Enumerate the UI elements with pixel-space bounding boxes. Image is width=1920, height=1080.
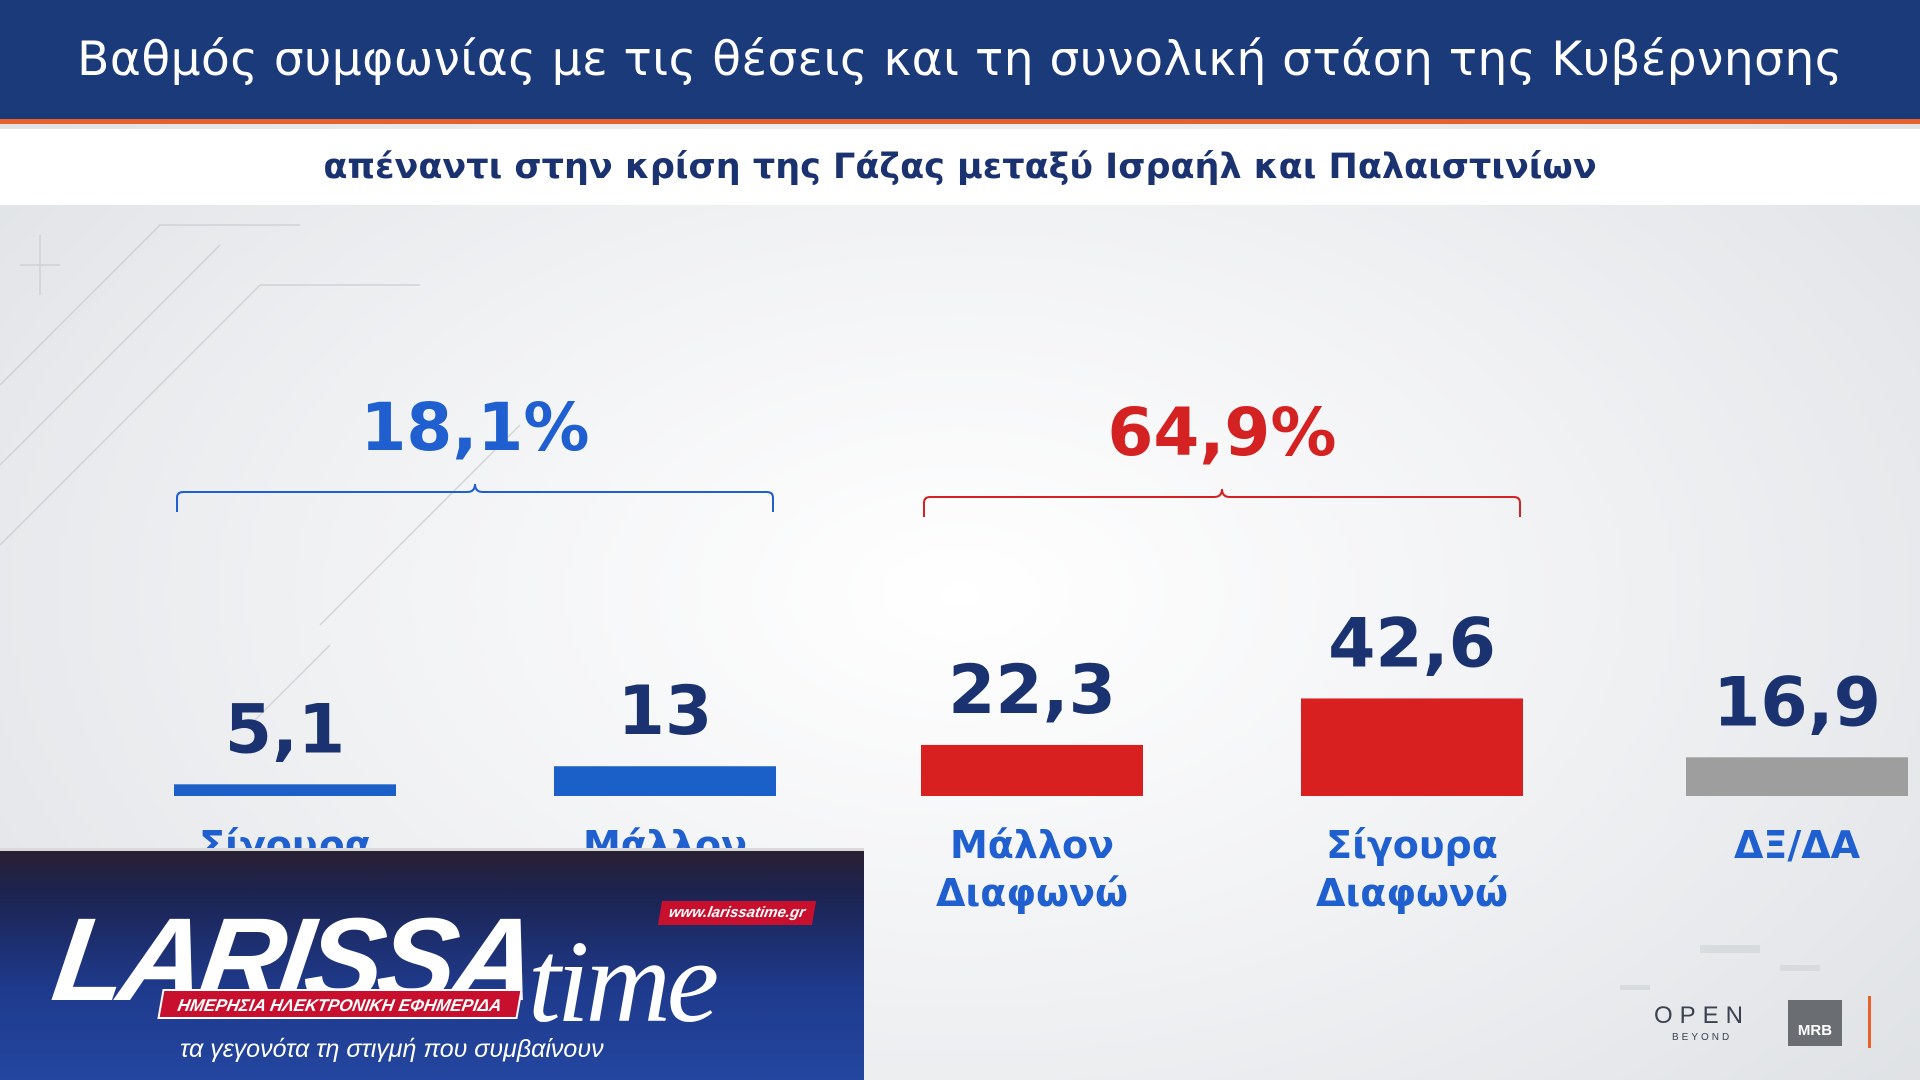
bar-3 xyxy=(1301,698,1523,796)
bar-1 xyxy=(554,766,776,796)
group-total-label-1: 64,9% xyxy=(1108,394,1337,471)
category-label-3-1: Διαφωνώ xyxy=(1316,871,1508,915)
category-label-2-0: Μάλλον xyxy=(950,823,1114,867)
background-decoration xyxy=(0,224,1820,990)
logo-tagline: ΗΜΕΡΗΣΙΑ ΗΛΕΚΤΡΟΝΙΚΗ ΕΦΗΜΕΡΙΔΑ xyxy=(157,989,523,1019)
title-bar: Βαθμός συμφωνίας με τις θέσεις και τη συ… xyxy=(0,0,1920,124)
brand-divider xyxy=(1868,996,1871,1048)
category-label-2-1: Διαφωνώ xyxy=(936,871,1128,915)
value-label-3: 42,6 xyxy=(1328,604,1496,683)
value-label-4: 16,9 xyxy=(1713,663,1881,742)
group-bracket-1 xyxy=(923,488,1521,517)
group-bracket-0 xyxy=(176,483,774,512)
open-beyond-logo: BEYOND xyxy=(1672,1032,1733,1043)
bar-2 xyxy=(921,744,1143,796)
logo-slogan: τα γεγονότα τη στιγμή που συμβαίνουν xyxy=(180,1035,604,1063)
larissatime-logo-overlay: www.larissatime.gr LARISSA time ΗΜΕΡΗΣΙΑ… xyxy=(0,848,864,1080)
bar-0 xyxy=(174,784,396,796)
category-label-3-0: Σίγουρα xyxy=(1326,823,1498,867)
value-label-2: 22,3 xyxy=(948,651,1116,730)
page-title: Βαθμός συμφωνίας με τις θέσεις και τη συ… xyxy=(77,32,1843,87)
value-label-1: 13 xyxy=(618,672,713,751)
page-subtitle: απέναντι στην κρίση της Γάζας μεταξύ Ισρ… xyxy=(323,147,1597,187)
value-label-0: 5,1 xyxy=(225,690,345,769)
group-total-label-0: 18,1% xyxy=(361,389,590,466)
subtitle-bar: απέναντι στην κρίση της Γάζας μεταξύ Ισρ… xyxy=(0,129,1920,205)
bar-4 xyxy=(1686,757,1908,796)
open-logo: OPEN xyxy=(1654,1002,1751,1029)
category-label-4-0: ΔΞ/ΔΑ xyxy=(1734,823,1861,867)
mrb-logo: MRB xyxy=(1788,1000,1842,1046)
logo-wordmark-time: time xyxy=(528,916,719,1047)
